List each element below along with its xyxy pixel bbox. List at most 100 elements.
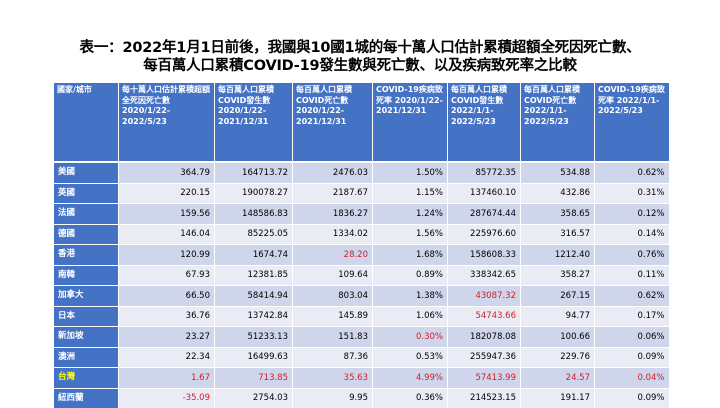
- table-cell: 0.62%: [594, 161, 669, 183]
- table-cell: 267.15: [520, 285, 595, 306]
- table-row: 澳洲 22.34 16499.63 87.36 0.53% 255947.36 229.76…: [53, 346, 669, 368]
- table-row: 香港 120.99 1674.74 28.20 1.68% 158608.33 1212.4…: [53, 244, 669, 265]
- table-cell: 54743.66: [447, 305, 521, 327]
- table-cell: 0.62%: [594, 285, 669, 306]
- table-cell: 287674.44: [447, 203, 521, 224]
- table-row: 日本 36.76 13742.84 145.89 1.06% 54743.66 94.77 0…: [53, 305, 669, 327]
- table-cell: 0.09%: [594, 387, 669, 408]
- table-cell: 803.04: [292, 285, 373, 306]
- table-row: 新加坡 23.27 51233.13 151.83 0.30% 182078.08 100.…: [53, 326, 669, 347]
- comparison-table: 國家/城市 每十萬人口估計累積超額全死因死亡數 2020/1/22-2022/5/…: [53, 83, 669, 408]
- table-cell: 338342.65: [447, 264, 521, 286]
- country-name: 香港: [53, 244, 119, 265]
- table-cell: 85225.05: [214, 223, 293, 245]
- table-cell: -35.09: [118, 387, 215, 408]
- table-cell: 432.86: [520, 182, 595, 204]
- table-cell: 2476.03: [292, 161, 373, 183]
- country-name: 新加坡: [53, 326, 119, 347]
- table-cell: 1.56%: [372, 223, 448, 245]
- table-cell: 214523.15: [447, 387, 521, 408]
- table-cell: 713.85: [214, 367, 293, 388]
- table-cell: 190078.27: [214, 182, 293, 204]
- title-line-2: 每百萬人口累積COVID-19發生數與死亡數、以及疾病致死率之比較: [143, 58, 577, 74]
- table-cell: 67.93: [118, 264, 215, 286]
- column-header: 國家/城市: [53, 83, 119, 163]
- table-cell: 23.27: [118, 326, 215, 347]
- table-cell: 43087.32: [447, 285, 521, 306]
- table-cell: 0.11%: [594, 264, 669, 286]
- title-line-1: 表一：2022年1月1日前後，我國與10國1城的每十萬人口估計累積超額全死因死亡…: [79, 40, 641, 56]
- table-cell: 35.63: [292, 367, 373, 388]
- column-header: 每十萬人口估計累積超額全死因死亡數 2020/1/22-2022/5/23: [118, 83, 215, 163]
- table-cell: 1.06%: [372, 305, 448, 327]
- column-header: 每百萬人口累積COVID死亡數 2020/1/22-2021/12/31: [292, 83, 373, 163]
- table-cell: 0.30%: [372, 326, 448, 347]
- table-cell: 1674.74: [214, 244, 293, 265]
- table-cell: 24.57: [520, 367, 595, 388]
- table-cell: 36.76: [118, 305, 215, 327]
- table-cell: 0.06%: [594, 326, 669, 347]
- table-cell: 225976.60: [447, 223, 521, 245]
- table-cell: 57413.99: [447, 367, 521, 388]
- table-cell: 1.24%: [372, 203, 448, 224]
- table-cell: 1.68%: [372, 244, 448, 265]
- table-cell: 58414.94: [214, 285, 293, 306]
- table-cell: 85772.35: [447, 161, 521, 183]
- country-name: 加拿大: [53, 285, 119, 306]
- table-cell: 1.38%: [372, 285, 448, 306]
- table-cell: 109.64: [292, 264, 373, 286]
- table-row: 南韓 67.93 12381.85 109.64 0.89% 338342.65 358.2…: [53, 264, 669, 286]
- table-cell: 2187.67: [292, 182, 373, 204]
- table-row: 德國 146.04 85225.05 1334.02 1.56% 225976.60 316…: [53, 223, 669, 245]
- table-cell: 0.36%: [372, 387, 448, 408]
- country-name: 英國: [53, 182, 119, 204]
- table-row: 加拿大 66.50 58414.94 803.04 1.38% 43087.32 267.1…: [53, 285, 669, 306]
- column-header: COVID-19疾病致死率 2022/1/1-2022/5/23: [594, 83, 669, 163]
- table-row: 紐西蘭 -35.09 2754.03 9.95 0.36% 214523.15 191.17…: [53, 387, 669, 408]
- table-cell: 229.76: [520, 346, 595, 368]
- table-cell: 22.34: [118, 346, 215, 368]
- table-cell: 137460.10: [447, 182, 521, 204]
- table-cell: 0.09%: [594, 346, 669, 368]
- column-header: COVID-19疾病致死率 2020/1/22-2021/12/31: [372, 83, 448, 163]
- table-cell: 1.67: [118, 367, 215, 388]
- table-cell: 120.99: [118, 244, 215, 265]
- country-name: 美國: [53, 161, 119, 183]
- country-name: 法國: [53, 203, 119, 224]
- country-name: 日本: [53, 305, 119, 327]
- table-row: 美國 364.79 164713.72 2476.03 1.50% 85772.35 534…: [53, 161, 669, 183]
- table-cell: 16499.63: [214, 346, 293, 368]
- table-cell: 0.14%: [594, 223, 669, 245]
- table-cell: 0.04%: [594, 367, 669, 388]
- country-name: 澳洲: [53, 346, 119, 368]
- table-cell: 159.56: [118, 203, 215, 224]
- country-name: 台灣: [53, 367, 119, 388]
- column-header: 每百萬人口累積COVID死亡數 2022/1/1-2022/5/23: [520, 83, 595, 163]
- table-cell: 158608.33: [447, 244, 521, 265]
- table-cell: 1334.02: [292, 223, 373, 245]
- table-cell: 100.66: [520, 326, 595, 347]
- table-cell: 0.89%: [372, 264, 448, 286]
- table-header-row: 國家/城市 每十萬人口估計累積超額全死因死亡數 2020/1/22-2022/5/…: [53, 83, 669, 163]
- table-cell: 0.31%: [594, 182, 669, 204]
- table-cell: 1.50%: [372, 161, 448, 183]
- table-cell: 0.53%: [372, 346, 448, 368]
- table-cell: 51233.13: [214, 326, 293, 347]
- table-cell: 0.76%: [594, 244, 669, 265]
- table-cell: 191.17: [520, 387, 595, 408]
- table-cell: 255947.36: [447, 346, 521, 368]
- table-cell: 9.95: [292, 387, 373, 408]
- table-cell: 0.12%: [594, 203, 669, 224]
- country-name: 德國: [53, 223, 119, 245]
- table-cell: 0.17%: [594, 305, 669, 327]
- country-name: 南韓: [53, 264, 119, 286]
- table-row: 英國 220.15 190078.27 2187.67 1.15% 137460.10 43…: [53, 182, 669, 204]
- table-cell: 1212.40: [520, 244, 595, 265]
- table-cell: 182078.08: [447, 326, 521, 347]
- table-cell: 364.79: [118, 161, 215, 183]
- table-cell: 358.27: [520, 264, 595, 286]
- table-cell: 12381.85: [214, 264, 293, 286]
- table-cell: 87.36: [292, 346, 373, 368]
- column-header: 每百萬人口累積COVID發生數 2022/1/1-2022/5/23: [447, 83, 521, 163]
- table-cell: 146.04: [118, 223, 215, 245]
